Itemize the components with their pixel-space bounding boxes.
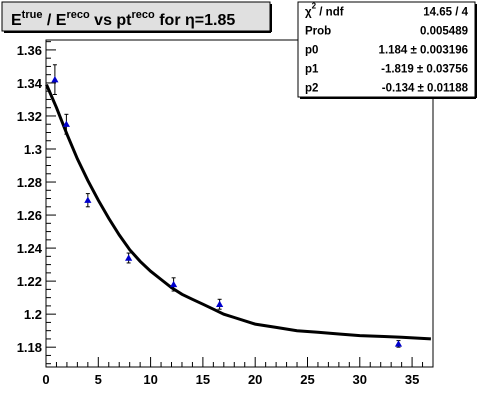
stats-label: p1 — [305, 63, 319, 75]
x-tick-label: 35 — [405, 372, 419, 387]
stats-label-part: p1 — [305, 63, 319, 75]
y-tick-label: 1.28 — [17, 175, 42, 190]
stats-label-part: χ — [305, 6, 312, 18]
y-tick-label: 1.2 — [24, 307, 42, 322]
stats-label: p0 — [305, 44, 318, 56]
stats-label: p2 — [305, 82, 318, 94]
y-tick-label: 1.32 — [17, 109, 42, 124]
stats-value: 0.005489 — [420, 25, 468, 37]
chart-title-part: reco — [66, 9, 90, 21]
stats-label: χ2 / ndf — [305, 1, 344, 18]
x-tick-label: 15 — [196, 372, 210, 387]
data-point-marker — [62, 120, 70, 127]
data-point-marker — [216, 300, 224, 307]
stats-label-part: p0 — [305, 44, 318, 56]
chart-title-part: reco — [132, 9, 156, 21]
stats-box — [297, 1, 476, 98]
chart-title: Etrue / Ereco vs ptreco for η=1.85 — [11, 9, 235, 29]
chart-title-part: η — [185, 12, 195, 29]
stats-label-part: / ndf — [316, 6, 344, 18]
x-tick-label: 0 — [42, 372, 49, 387]
stats-value: 14.65 / 4 — [423, 6, 468, 18]
y-tick-label: 1.3 — [24, 142, 42, 157]
data-point-marker — [51, 76, 59, 83]
chart-title-part: true — [22, 9, 43, 21]
y-tick-label: 1.26 — [17, 208, 42, 223]
x-tick-label: 10 — [143, 372, 157, 387]
data-point-marker — [84, 196, 92, 203]
stats-value: -0.134 ± 0.01188 — [382, 82, 469, 94]
plot-frame — [45, 39, 434, 368]
stats-label-part: p2 — [305, 82, 318, 94]
y-tick-label: 1.36 — [17, 43, 42, 58]
x-tick-label: 30 — [353, 372, 367, 387]
stats-value: -1.819 ± 0.03756 — [381, 63, 468, 75]
data-point-marker — [394, 340, 403, 347]
y-tick-label: 1.22 — [17, 274, 42, 289]
stats-label-part: Prob — [305, 25, 331, 37]
chart-title-part: vs pt — [90, 12, 132, 29]
stats-label-part: 2 — [312, 1, 317, 10]
x-tick-label: 5 — [95, 372, 102, 387]
chart-title-part: / E — [42, 12, 66, 29]
chart-title-part: =1.85 — [195, 12, 236, 29]
stats-label: Prob — [305, 25, 331, 37]
x-tick-label: 25 — [300, 372, 314, 387]
y-tick-label: 1.34 — [17, 76, 43, 91]
x-tick-label: 20 — [248, 372, 262, 387]
y-tick-label: 1.18 — [17, 340, 42, 355]
chart-title-part: E — [11, 12, 22, 29]
y-tick-label: 1.24 — [17, 241, 43, 256]
fit-curve — [45, 84, 431, 341]
data-point-marker — [125, 254, 133, 261]
stats-value: 1.184 ± 0.003196 — [379, 44, 468, 56]
chart-title-part: for — [155, 12, 185, 29]
data-point-marker — [170, 280, 178, 288]
